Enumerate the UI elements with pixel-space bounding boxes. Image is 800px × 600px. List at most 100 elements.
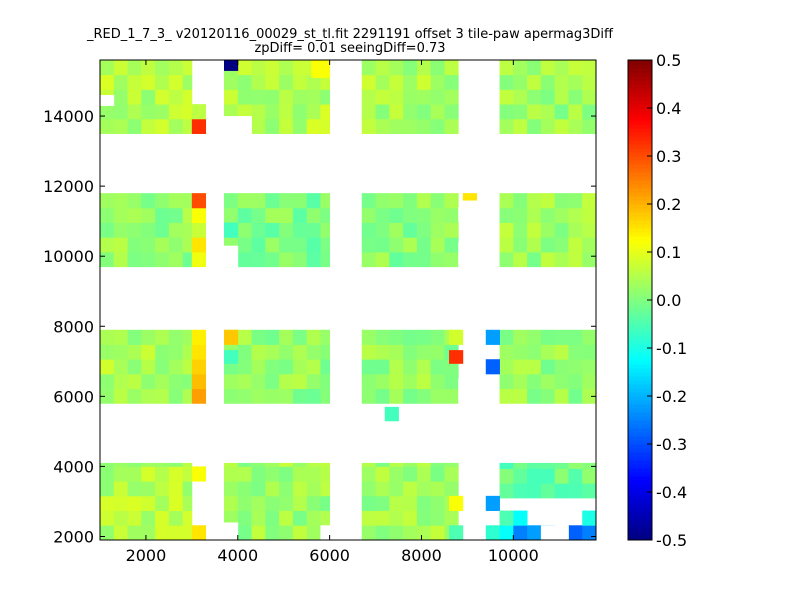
heatmap-cell [513, 329, 528, 345]
heatmap-cell [513, 193, 528, 209]
heatmap-cell [237, 525, 252, 541]
colorbar-segment [628, 492, 652, 497]
heatmap-cell [361, 462, 376, 467]
heatmap-cell [499, 60, 514, 76]
heatmap-cell [444, 193, 459, 209]
heatmap-cell [182, 60, 193, 76]
plot-area [99, 59, 597, 541]
colorbar-segment [628, 276, 652, 281]
heatmap-cell [113, 388, 128, 404]
heatmap-cell [306, 525, 321, 541]
y-tick-label: 12000 [43, 177, 94, 196]
heatmap-cell [384, 406, 399, 422]
heatmap-cell [513, 468, 528, 484]
heatmap-cell [403, 462, 418, 467]
chart-title: _RED_1_7_3_ v20120116_00029_st_tl.fit 22… [86, 27, 614, 42]
heatmap-cell [182, 359, 193, 375]
heatmap-cell [513, 359, 528, 375]
heatmap-cell [306, 252, 321, 268]
heatmap-cell [113, 60, 128, 76]
heatmap-cell [444, 60, 459, 76]
colorbar-segment [628, 524, 652, 529]
heatmap-cell [279, 74, 294, 90]
colorbar-segment [628, 240, 652, 245]
empty-cell [458, 242, 477, 268]
heatmap-cell [292, 373, 308, 390]
heatmap-cell [361, 237, 376, 253]
heatmap-cell [568, 193, 583, 209]
heatmap-cell [100, 462, 115, 467]
heatmap-cell [237, 74, 252, 90]
colorbar-segment [628, 384, 652, 389]
heatmap-cell [292, 193, 308, 209]
heatmap-cell [127, 481, 142, 497]
heatmap-cell [389, 104, 404, 120]
heatmap-cell [430, 60, 445, 76]
colorbar-segment [628, 308, 652, 313]
heatmap-cell [100, 373, 115, 390]
heatmap-cell [361, 481, 376, 497]
colorbar-segment [628, 204, 652, 209]
heatmap-cell [403, 329, 418, 345]
heatmap-cell [527, 359, 542, 375]
colorbar-segment [628, 340, 652, 345]
heatmap-cell [540, 74, 556, 90]
heatmap-cell [182, 329, 193, 345]
heatmap-cell [375, 373, 390, 390]
plot-frame [99, 59, 597, 541]
heatmap-cell [582, 60, 597, 76]
colorbar-tick-label: 0.2 [656, 195, 681, 214]
heatmap-cell [237, 510, 252, 526]
heatmap-cell [265, 388, 280, 404]
heatmap-cell [540, 344, 556, 360]
heatmap-cell [375, 329, 390, 345]
heatmap-cell [320, 193, 331, 209]
colorbar-segment [628, 68, 652, 73]
heatmap-cell [499, 344, 514, 360]
colorbar-segment [628, 428, 652, 433]
colorbar-tick-label: 0.1 [656, 243, 681, 262]
colorbar-segment [628, 168, 652, 173]
heatmap-cell [568, 344, 583, 360]
heatmap-cell [582, 462, 597, 469]
heatmap-cell [100, 60, 115, 76]
heatmap-cell [568, 207, 583, 223]
heatmap-cell [568, 483, 583, 499]
heatmap-cell [168, 74, 184, 90]
heatmap-cell [513, 462, 528, 469]
heatmap-cell [191, 388, 207, 404]
heatmap-cell [141, 252, 156, 268]
heatmap-cell [127, 89, 142, 105]
heatmap-cell [251, 74, 266, 90]
heatmap-cell [582, 74, 597, 90]
heatmap-cell [375, 74, 390, 90]
colorbar-segment [628, 376, 652, 381]
heatmap-cell [361, 329, 376, 345]
heatmap-cell [320, 481, 331, 497]
colorbar-segment [628, 272, 652, 277]
x-tick-label: 4000 [217, 546, 258, 565]
heatmap-cell [127, 104, 142, 120]
heatmap-cell [416, 222, 432, 238]
heatmap-cell [403, 118, 418, 134]
heatmap-cell [582, 104, 597, 120]
heatmap-cell [155, 222, 170, 238]
heatmap-cell [582, 359, 597, 375]
heatmap-cell [527, 525, 542, 541]
heatmap-cell [582, 344, 597, 360]
heatmap-cell [100, 525, 115, 541]
heatmap-cell [375, 495, 390, 511]
heatmap-cell [292, 329, 308, 345]
heatmap-cell [444, 104, 459, 120]
heatmap-cell [100, 388, 115, 404]
heatmap-cell [100, 466, 115, 482]
heatmap-cell [306, 222, 321, 238]
heatmap-cell [265, 462, 280, 467]
heatmap-cell [527, 468, 542, 484]
heatmap-cell [141, 510, 156, 526]
heatmap-cell [462, 193, 477, 201]
heatmap-cell [279, 388, 294, 404]
heatmap-cell [168, 60, 184, 76]
heatmap-cell [292, 344, 308, 360]
heatmap-cell [320, 344, 331, 360]
